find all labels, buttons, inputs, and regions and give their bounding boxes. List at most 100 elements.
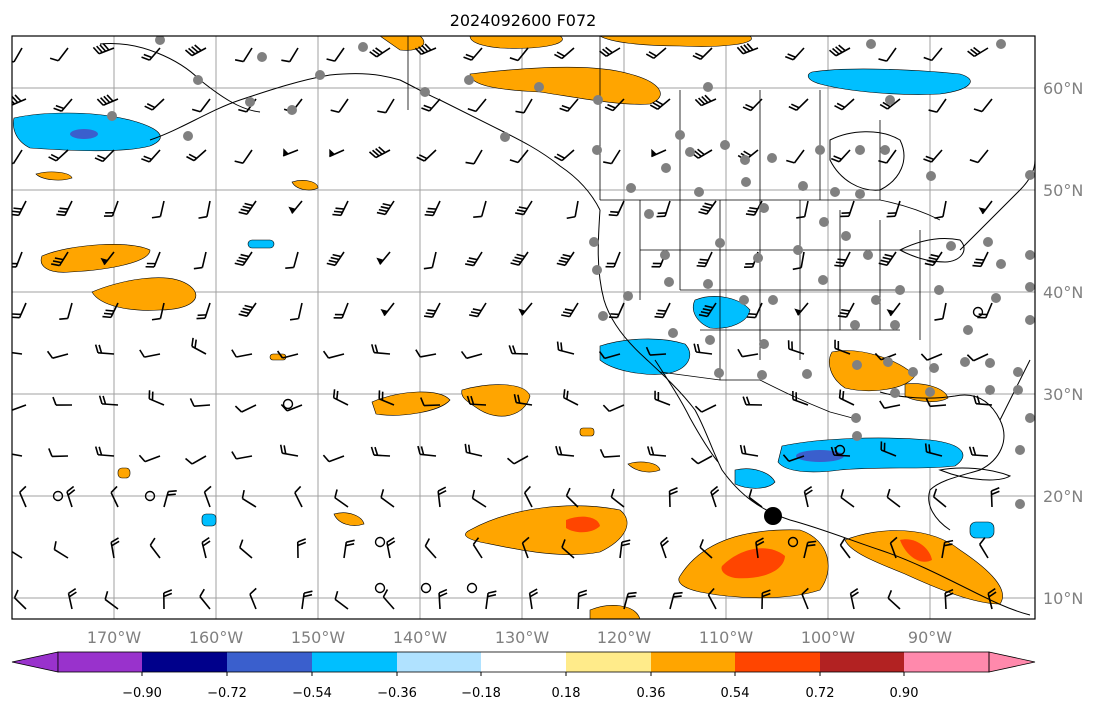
wind-barb: [46, 350, 69, 359]
wind-barb: [792, 251, 805, 271]
station-marker: [841, 231, 851, 241]
station-marker: [963, 325, 973, 335]
wind-barb: [840, 489, 855, 508]
positive-anomaly-tiny-1: [117, 467, 131, 479]
station-marker: [793, 245, 803, 255]
calm-marker: [420, 582, 432, 594]
wind-barb: [104, 591, 119, 610]
negative-anomaly-small-3: [969, 521, 995, 539]
wind-barb: [968, 446, 989, 457]
calm-marker: [972, 306, 984, 318]
wind-barb: [332, 200, 349, 217]
station-marker: [866, 39, 876, 49]
wind-barb: [599, 448, 621, 458]
wind-barb: [509, 149, 529, 164]
wind-barb: [656, 200, 671, 218]
wind-barb: [238, 200, 257, 215]
wind-barb: [834, 339, 851, 355]
wind-barb: [464, 443, 483, 457]
wind-barb: [561, 302, 579, 318]
station-marker: [1025, 413, 1035, 423]
us-state-lines: [639, 200, 921, 380]
wind-barb: [839, 537, 851, 559]
wind-barb: [649, 98, 671, 110]
wind-barb: [460, 350, 483, 360]
us-canada-border: [600, 199, 941, 221]
station-marker: [934, 285, 944, 295]
wind-barb: [509, 47, 529, 62]
wind-barb: [886, 302, 901, 317]
station-markers: [107, 36, 1035, 509]
wind-barb: [920, 353, 943, 361]
wind-barb: [417, 445, 437, 457]
station-marker: [895, 285, 905, 295]
wind-barb: [382, 589, 395, 610]
wind-barb: [748, 488, 763, 508]
wind-barb: [141, 149, 161, 163]
wind-barb: [485, 590, 497, 610]
station-marker: [757, 370, 767, 380]
wind-barb: [198, 200, 211, 219]
wind-barb: [840, 200, 855, 218]
positive-anomaly-north-3: [599, 36, 752, 47]
wind-barb: [792, 390, 809, 406]
wind-barb: [191, 337, 207, 355]
station-marker: [287, 105, 297, 115]
wind-barb: [878, 251, 897, 267]
wind-barb: [110, 537, 120, 559]
calm-marker: [834, 444, 846, 456]
wind-barb: [234, 404, 257, 413]
wind-barb: [415, 349, 437, 358]
station-marker: [925, 387, 935, 397]
wind-barb: [149, 537, 161, 559]
wind-barb: [66, 485, 76, 508]
wind-barb: [59, 302, 73, 321]
map-title: 2024092600 F072: [450, 11, 597, 30]
wind-barb: [925, 398, 947, 408]
wind-barb: [94, 344, 115, 355]
wind-barb: [755, 537, 765, 559]
wind-barb: [610, 488, 625, 508]
colorbar-segment: [227, 652, 312, 672]
wind-barb: [690, 455, 713, 465]
wind-barb: [973, 98, 993, 113]
wind-barb: [53, 98, 73, 112]
station-marker: [852, 431, 862, 441]
negative-anomaly-gulf: [734, 468, 776, 489]
station-marker: [815, 145, 825, 155]
wind-barb: [343, 539, 355, 559]
baja-coast: [654, 359, 719, 463]
wind-barb: [603, 149, 621, 165]
station-marker: [885, 95, 895, 105]
wind-barb: [554, 149, 575, 162]
station-marker: [660, 250, 670, 260]
wind-barb: [288, 200, 303, 214]
wind-barb: [556, 341, 575, 355]
station-marker: [759, 203, 769, 213]
wind-barb: [465, 251, 483, 267]
station-marker: [871, 295, 881, 305]
wind-barb: [889, 536, 898, 559]
wind-barb: [803, 486, 813, 508]
station-marker: [850, 320, 860, 330]
positive-anomaly-pac-small: [291, 180, 319, 191]
wind-barb: [668, 487, 678, 508]
colorbar-segment: [904, 652, 989, 672]
canada-province-lines: [599, 36, 881, 200]
wind-barb: [969, 149, 989, 164]
station-marker: [685, 147, 695, 157]
lon-label-140: 140°W: [393, 628, 448, 647]
wind-barb: [231, 349, 253, 358]
wind-barb: [515, 98, 533, 114]
lat-label-50: 50°N: [1043, 181, 1083, 200]
colorbar-label-8: 0.54: [721, 686, 750, 701]
wind-barb: [834, 251, 851, 268]
negative-anomaly-mexico: [777, 437, 964, 473]
hudson-bay: [829, 131, 905, 191]
station-marker: [155, 36, 165, 45]
wind-barb: [506, 455, 529, 465]
wind-barb: [623, 591, 637, 610]
wind-barb: [294, 485, 303, 508]
station-marker: [1025, 250, 1035, 260]
wind-barb: [18, 485, 27, 508]
